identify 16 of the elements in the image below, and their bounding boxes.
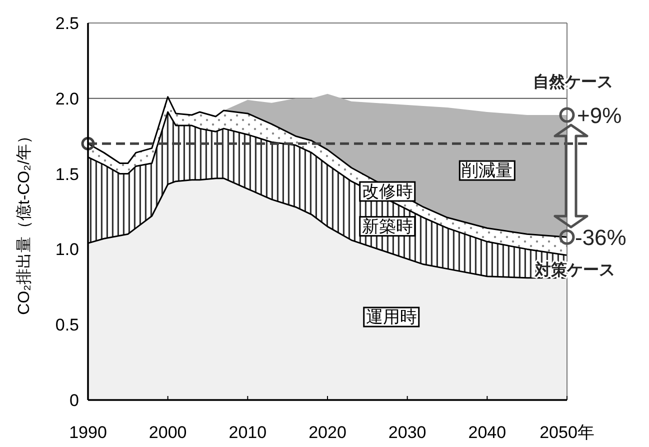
x-tick-label: 2010 xyxy=(228,423,267,442)
y-tick-label: 2.5 xyxy=(55,14,79,33)
x-tick-label: 2040 xyxy=(468,423,506,442)
y-tick-label: 2.0 xyxy=(55,89,79,108)
x-tick-label: 1990 xyxy=(69,423,107,442)
x-tick-label: 2050年 xyxy=(540,423,594,442)
x-tick-label: 2030 xyxy=(388,423,426,442)
text: -36% xyxy=(575,225,626,250)
y-tick-label: 0 xyxy=(70,391,79,410)
text: +9% xyxy=(577,102,622,128)
y-tick-label: 1.5 xyxy=(55,164,79,184)
x-tick-label: 2020 xyxy=(308,423,346,442)
y-axis-title: CO₂排出量（億t-CO₂/年） xyxy=(15,128,33,315)
y-tick-label: 1.0 xyxy=(55,240,79,260)
y-tick-label: 0.5 xyxy=(55,316,79,335)
x-tick-label: 2000 xyxy=(148,423,187,442)
